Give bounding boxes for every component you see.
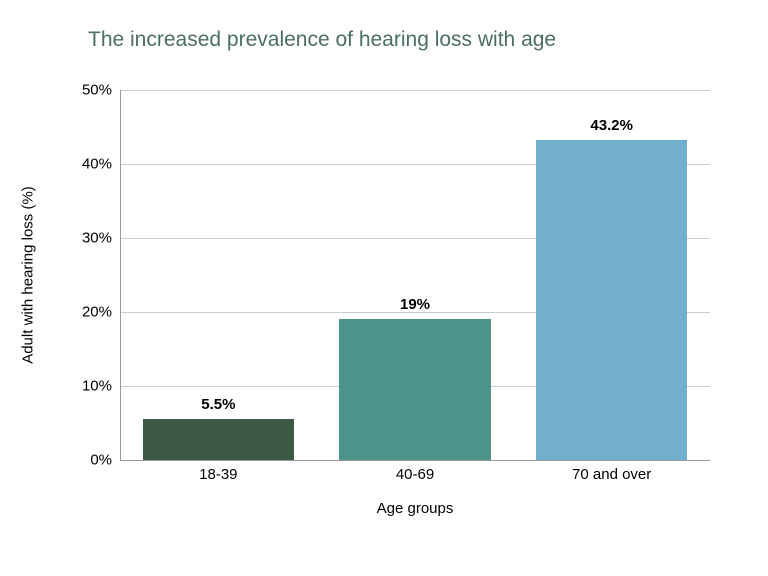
- x-tick-label: 40-69: [396, 466, 434, 483]
- x-tick-label: 18-39: [199, 466, 237, 483]
- y-tick-label: 20%: [52, 304, 112, 321]
- y-tick-label: 10%: [52, 378, 112, 395]
- bar-chart: The increased prevalence of hearing loss…: [0, 0, 768, 576]
- bar-value-label: 43.2%: [590, 117, 633, 134]
- bar: [143, 419, 294, 460]
- y-tick-label: 0%: [52, 452, 112, 469]
- bar: [339, 319, 490, 460]
- gridline: [120, 90, 710, 91]
- y-tick-label: 30%: [52, 230, 112, 247]
- y-tick-label: 40%: [52, 156, 112, 173]
- bar-value-label: 19%: [400, 296, 430, 313]
- bar-value-label: 5.5%: [201, 396, 235, 413]
- y-axis: [120, 90, 121, 460]
- x-axis: [120, 460, 710, 461]
- y-tick-label: 50%: [52, 82, 112, 99]
- bar: [536, 140, 687, 460]
- y-axis-label: Adult with hearing loss (%): [20, 186, 37, 364]
- x-axis-label: Age groups: [377, 500, 454, 517]
- x-tick-label: 70 and over: [572, 466, 651, 483]
- chart-title: The increased prevalence of hearing loss…: [88, 28, 556, 52]
- plot-area: 5.5%18-3919%40-6943.2%70 and over: [120, 90, 710, 460]
